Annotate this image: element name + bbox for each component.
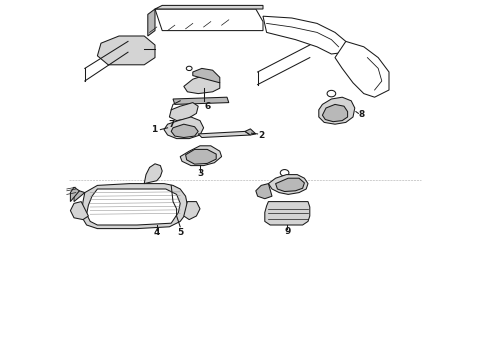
Text: 5: 5 [177,228,183,237]
Polygon shape [263,16,346,54]
Polygon shape [319,97,355,124]
Polygon shape [193,68,220,83]
Polygon shape [180,146,221,166]
Polygon shape [155,9,263,31]
Text: 6: 6 [204,102,210,111]
Polygon shape [186,149,216,164]
Polygon shape [155,5,263,9]
Polygon shape [198,131,250,138]
Text: 7: 7 [168,120,174,129]
Text: 2: 2 [258,130,264,139]
Polygon shape [184,202,200,220]
Polygon shape [170,103,198,121]
Polygon shape [98,36,155,65]
Text: 9: 9 [284,227,291,236]
Text: 4: 4 [153,228,160,237]
Polygon shape [322,104,347,122]
Polygon shape [184,76,220,94]
Polygon shape [87,189,180,225]
Polygon shape [275,178,304,192]
Text: 1: 1 [151,125,157,134]
Polygon shape [81,184,187,229]
Text: 8: 8 [359,110,365,119]
Polygon shape [173,97,229,104]
Polygon shape [71,187,79,202]
Polygon shape [245,129,256,135]
Polygon shape [335,41,389,97]
Polygon shape [71,202,88,220]
Ellipse shape [101,191,166,223]
Ellipse shape [102,194,157,220]
Text: 3: 3 [197,169,203,178]
Polygon shape [144,164,162,184]
Polygon shape [148,9,155,36]
Polygon shape [256,184,272,199]
Polygon shape [269,175,308,194]
Polygon shape [265,202,310,225]
Polygon shape [74,191,85,202]
Polygon shape [164,117,204,139]
Polygon shape [171,124,198,138]
